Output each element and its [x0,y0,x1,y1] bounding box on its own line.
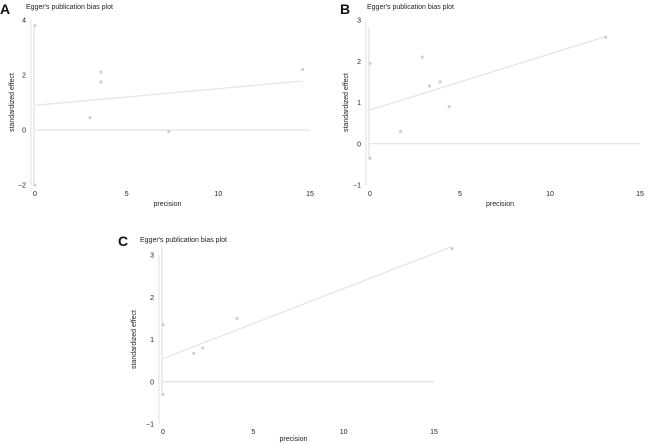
chart-title: Egger's publication bias plot [26,4,113,11]
x-tick-label: 15 [636,191,644,198]
y-tick-label: 3 [150,253,154,260]
y-tick-label: 4 [22,18,26,25]
panel-letter: C [118,233,128,249]
data-point [420,55,424,59]
panel-letter: A [0,1,10,17]
y-tick-label: 2 [357,59,361,66]
y-tick-label: 3 [357,18,361,25]
y-axis-label: standardized effect [343,73,350,132]
chart-panel-a: A Egger's publication bias plot −2 0 2 4 0 5 10 1… [0,1,314,208]
data-point [201,346,205,350]
x-tick-label: 0 [368,191,372,198]
y-tick-label: 1 [357,100,361,107]
data-point [99,80,103,84]
y-tick-label: −1 [353,183,361,190]
data-point [301,67,305,72]
x-tick-label: 15 [306,191,314,198]
data-point [167,129,171,133]
x-tick-label: 5 [125,191,129,198]
y-tick-label: −2 [18,183,26,190]
data-point [447,105,451,109]
data-point [604,35,608,39]
data-point [427,84,431,88]
data-point [438,80,442,84]
chart-title: Egger's publication bias plot [367,4,454,11]
regression-line [162,245,453,360]
x-tick-label: 5 [251,429,255,436]
data-point [161,323,165,327]
y-tick-label: 0 [150,379,154,386]
panel-letter: B [340,1,350,17]
data-point [192,351,196,356]
x-tick-label: 5 [458,191,462,198]
data-point [33,23,37,28]
x-tick-label: 15 [430,429,438,436]
data-point [399,129,403,133]
y-axis-label: standardized effect [131,310,138,369]
y-tick-label: 1 [150,337,154,344]
chart-panel-b: B Egger's publication bias plot −1 0 1 2 3 0 5 10… [340,1,644,208]
y-axis-label: standardized effect [9,73,16,132]
y-tick-label: 2 [150,295,154,302]
x-tick-label: 10 [340,429,348,436]
data-point [99,70,103,74]
y-tick-label: −1 [146,422,154,429]
y-tick-label: 0 [22,128,26,135]
x-axis-label: precision [279,436,307,443]
x-axis-label: precision [153,201,181,208]
y-tick-label: 0 [357,141,361,148]
regression-line [369,35,606,111]
data-point [368,156,372,160]
data-point [161,392,165,397]
data-point [450,247,454,251]
regression-line [34,80,303,106]
data-point [235,316,239,320]
chart-panel-c: C Egger's publication bias plot −1 0 1 2 3 0 5 10… [118,233,454,443]
x-tick-label: 0 [33,191,37,198]
x-axis-label: precision [486,201,514,208]
x-tick-label: 10 [546,191,554,198]
data-point [88,116,92,120]
data-point [33,183,37,187]
data-point [368,61,372,65]
chart-title: Egger's publication bias plot [140,237,227,244]
x-tick-label: 10 [214,191,222,198]
x-tick-label: 0 [161,429,165,436]
y-tick-label: 2 [22,73,26,80]
